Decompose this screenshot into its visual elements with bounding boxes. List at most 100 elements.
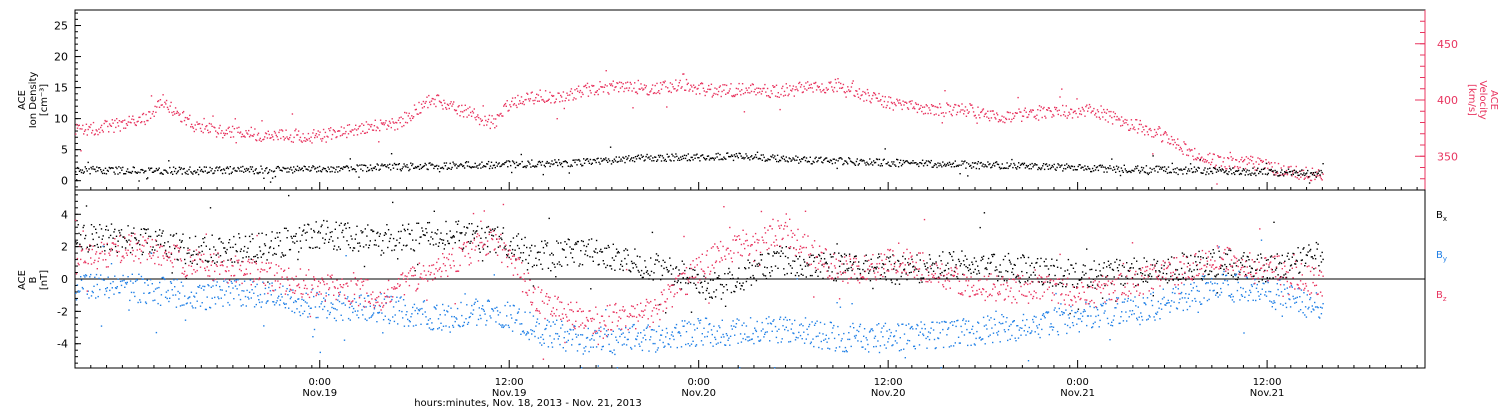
velocity-point — [281, 129, 283, 131]
velocity-point — [1317, 175, 1319, 177]
density-point — [154, 170, 157, 172]
velocity-point — [531, 91, 533, 93]
by-point — [585, 345, 587, 348]
density-point — [1200, 172, 1202, 174]
velocity-point — [565, 97, 567, 99]
density-point — [271, 177, 274, 179]
bx-point — [1322, 258, 1324, 261]
by-point — [358, 295, 361, 297]
velocity-point — [457, 106, 459, 108]
velocity-point — [1082, 108, 1084, 110]
by-point — [541, 334, 544, 336]
by-point — [206, 296, 208, 298]
by-point — [451, 315, 453, 318]
velocity-point — [833, 86, 836, 89]
velocity-point — [1162, 133, 1165, 136]
density-point — [184, 171, 186, 174]
by-point — [362, 314, 364, 316]
density-point — [1133, 170, 1135, 172]
velocity-point — [247, 133, 249, 135]
by-point — [420, 323, 422, 325]
by-point — [569, 328, 571, 331]
velocity-point — [877, 100, 879, 102]
bx-point — [1101, 297, 1104, 299]
velocity-point — [367, 123, 369, 126]
bx-point — [677, 280, 679, 282]
density-point — [758, 157, 761, 160]
bx-point — [291, 237, 293, 239]
bx-point — [1156, 260, 1159, 262]
bx-point — [1255, 269, 1258, 271]
velocity-point — [519, 102, 522, 104]
velocity-point — [813, 82, 815, 84]
bx-point — [1091, 284, 1094, 286]
velocity-point — [471, 110, 474, 112]
by-point — [643, 329, 645, 331]
density-point — [534, 166, 536, 168]
velocity-point — [784, 94, 787, 96]
velocity-point — [445, 106, 447, 109]
bx-point — [313, 231, 316, 233]
by-point — [433, 306, 435, 308]
bx-point — [367, 247, 370, 249]
velocity-point — [575, 98, 577, 100]
density-point — [1173, 171, 1175, 173]
bx-point — [1263, 264, 1265, 266]
density-point — [507, 166, 509, 168]
bx-point — [1022, 255, 1025, 257]
bx-point — [178, 250, 180, 252]
density-point — [82, 172, 85, 174]
bx-point — [1252, 275, 1254, 278]
bx-point — [273, 247, 275, 250]
bx-point — [315, 221, 317, 223]
density-point — [1195, 168, 1197, 171]
by-point — [113, 293, 115, 295]
bx-point — [1301, 259, 1303, 261]
bx-point — [1283, 274, 1285, 276]
velocity-point — [504, 102, 507, 105]
density-point — [396, 168, 399, 170]
bx-point — [707, 282, 709, 284]
bx-point — [840, 254, 842, 257]
velocity-point — [982, 108, 985, 110]
velocity-point — [989, 110, 992, 112]
bx-point — [813, 260, 815, 263]
velocity-point — [977, 106, 979, 108]
bx-point — [902, 255, 904, 258]
density-point — [1123, 164, 1125, 166]
bx-point — [933, 263, 936, 265]
velocity-point — [930, 104, 933, 106]
bx-point — [868, 270, 871, 272]
density-point — [249, 166, 252, 168]
by-point — [139, 299, 141, 301]
density-point — [267, 172, 269, 175]
density-point — [606, 159, 608, 162]
density-point — [1003, 167, 1005, 169]
density-point — [1092, 170, 1095, 172]
bx-point — [118, 229, 120, 232]
velocity-point — [353, 134, 355, 136]
bx-point — [263, 243, 266, 245]
velocity-point — [604, 84, 606, 86]
bx-point — [894, 283, 897, 285]
bx-point — [1084, 265, 1086, 267]
bx-point — [143, 228, 145, 230]
velocity-point — [528, 100, 531, 102]
density-point — [755, 156, 758, 159]
velocity-point — [1128, 129, 1131, 131]
velocity-point — [693, 87, 696, 89]
velocity-point — [1247, 157, 1249, 160]
velocity-point — [369, 124, 371, 126]
velocity-point — [917, 103, 919, 106]
velocity-point — [865, 99, 868, 102]
density-point — [1226, 172, 1228, 175]
bx-point — [529, 247, 531, 249]
density-point — [219, 166, 221, 168]
density-point — [257, 172, 259, 175]
by-point — [567, 339, 569, 342]
velocity-point — [111, 119, 113, 121]
velocity-point — [327, 136, 329, 138]
density-point — [520, 153, 522, 156]
bx-point — [1041, 284, 1044, 286]
bx-point — [1009, 261, 1011, 263]
